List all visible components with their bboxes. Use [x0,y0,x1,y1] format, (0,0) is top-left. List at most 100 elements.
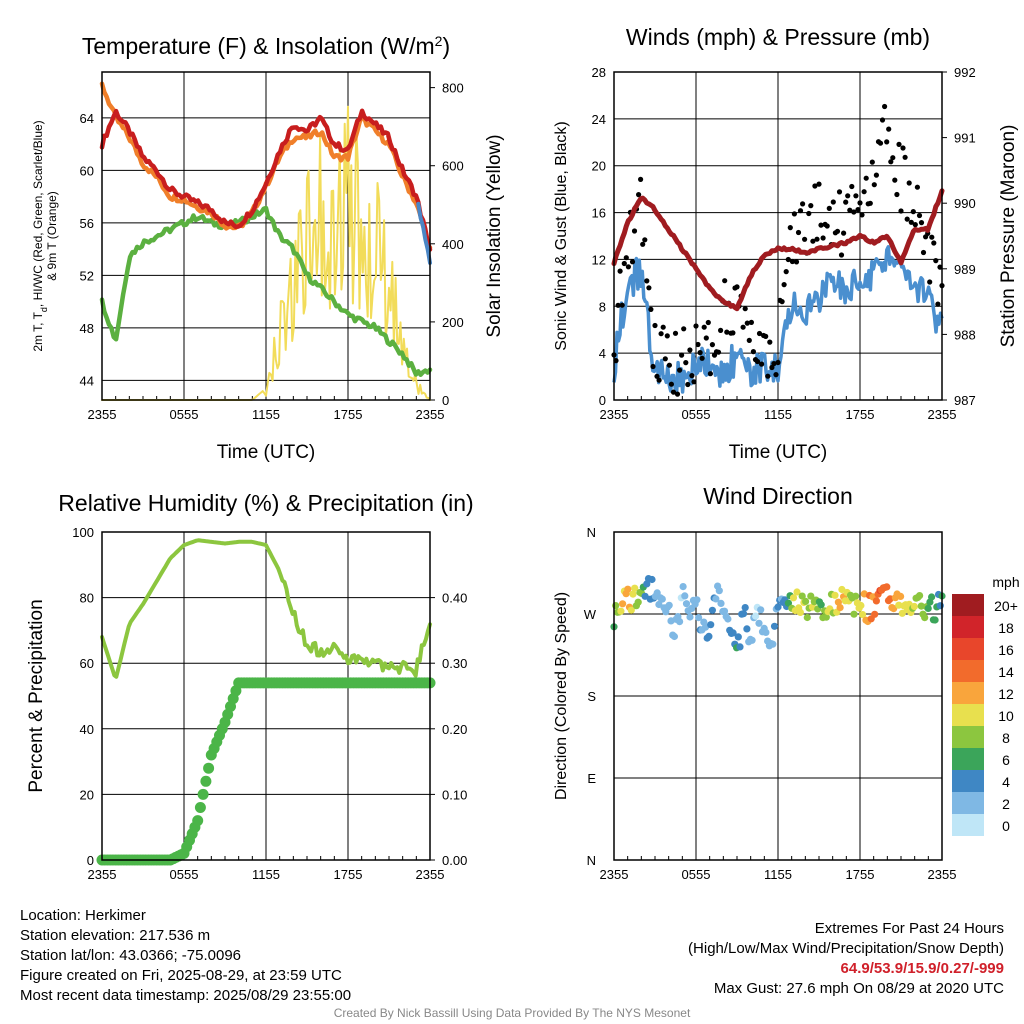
gust-point [646,285,652,291]
gust-point [781,282,787,288]
direction-series [610,575,946,652]
gust-point [636,192,642,198]
gust-point [715,349,722,355]
gust-point [748,319,755,325]
wind-direction-point [631,584,639,592]
direction-title: Wind Direction [703,483,853,509]
wind-direction-point [655,600,663,609]
gust-point [652,322,658,329]
temperature-y2-tick-label: 200 [442,315,464,330]
gust-point [617,268,623,274]
wind-direction-point [729,629,737,637]
direction-y-tick-label: W [584,607,597,622]
colorbar-label: 12 [998,686,1014,702]
gust-point [767,339,773,345]
direction-x-tick-label: 2355 [928,867,957,882]
colorbar-label: 6 [1002,752,1010,768]
gust-point [838,252,845,258]
temperature-y-tick-label: 44 [80,373,94,388]
humidity-y2-tick-label: 0.10 [442,787,467,802]
temperature-x-tick-label: 1155 [252,407,280,422]
gust-point [914,184,921,190]
direction-y-tick-label: N [587,853,596,868]
wind-direction-point [928,593,936,601]
gust-point [734,284,740,290]
gust-point [619,302,625,308]
gust-point [785,256,791,263]
colorbar-swatch [952,660,984,682]
winds-ylabel: Sonic Wind & Gust (Blue, Black) [553,121,570,350]
temperature-y2-tick-label: 800 [442,81,464,96]
gust-point [631,228,638,234]
gust-point [759,361,765,367]
wind-direction-point [712,595,720,603]
extremes-info: Extremes For Past 24 Hours (High/Low/Max… [688,919,1004,999]
gust-point [679,352,685,358]
gust-point [724,329,730,335]
temperature-y-tick-label: 60 [80,163,94,178]
figure-created: Figure created on Fri, 2025-08-29, at 23… [20,967,342,984]
colorbar-swatch [952,770,984,792]
colorbar-swatch [952,792,984,814]
wind-direction-point [822,613,830,621]
gust-point [857,200,863,206]
wind-direction-point [883,583,891,591]
gust-point [672,330,679,336]
gust-point [812,183,818,189]
gust-point [707,371,714,377]
gust-point [769,364,775,371]
gust-point [820,235,826,241]
gust-point [699,355,705,361]
colorbar-swatch [952,594,984,616]
gust-point [888,159,894,165]
winds-tick-labels: 2355 0555 1155 1755 235504812162024289879889… [592,65,976,422]
gust-point [615,302,621,308]
wind-direction-point [796,608,805,617]
colorbar-label: 2 [1002,796,1010,812]
winds-y-tick-label: 8 [599,299,606,314]
gust-point [664,333,670,339]
gust-point [867,200,873,206]
humidity-y-tick-label: 20 [80,787,94,802]
direction-y-tick-label: N [587,525,596,540]
gust-point [773,372,779,378]
winds-x-tick-label: 2355 [928,407,957,422]
sonic-wind-line [612,245,944,396]
gust-point [771,361,777,367]
colorbar-label: 10 [998,708,1014,724]
wind-direction-point [793,588,801,596]
temperature-series-line [99,108,433,252]
gust-point [906,180,912,186]
gust-point [849,183,855,190]
gust-point [808,203,814,209]
winds-xlabel: Time (UTC) [729,442,828,463]
gust-point [783,269,789,275]
gust-point [886,126,892,132]
gust-point [642,237,648,243]
wind-direction-point [736,643,744,651]
winds-y2-tick-label: 989 [954,262,976,277]
temperature-xlabel: Time (UTC) [217,442,316,463]
gust-point [689,373,695,379]
humidity-y2-tick-label: 0.30 [442,656,467,671]
wind-direction-point [752,612,760,620]
humidity-y2-tick-label: 0.20 [442,722,467,737]
wind-direction-point [921,614,929,622]
winds-panel: Winds (mph) & Pressure (mb) 2355 0555 1155… [553,24,1019,463]
humidity-y-tick-label: 40 [80,722,94,737]
gust-point [681,326,687,332]
colorbar-swatch [952,704,984,726]
gust-point [754,358,761,365]
gust-point [855,207,861,213]
station-elevation: Station elevation: 217.536 m [20,927,211,944]
gust-point [730,330,736,336]
gust-point [697,350,703,356]
wind-direction-point [682,600,691,608]
gust-point [851,209,857,215]
wind-direction-point [612,602,620,610]
gust-point [775,359,781,366]
gust-point [623,255,629,261]
direction-ylabel: Direction (Colored By Speed) [553,592,570,800]
wind-direction-point [757,606,765,614]
colorbar-label: 20+ [994,598,1018,614]
